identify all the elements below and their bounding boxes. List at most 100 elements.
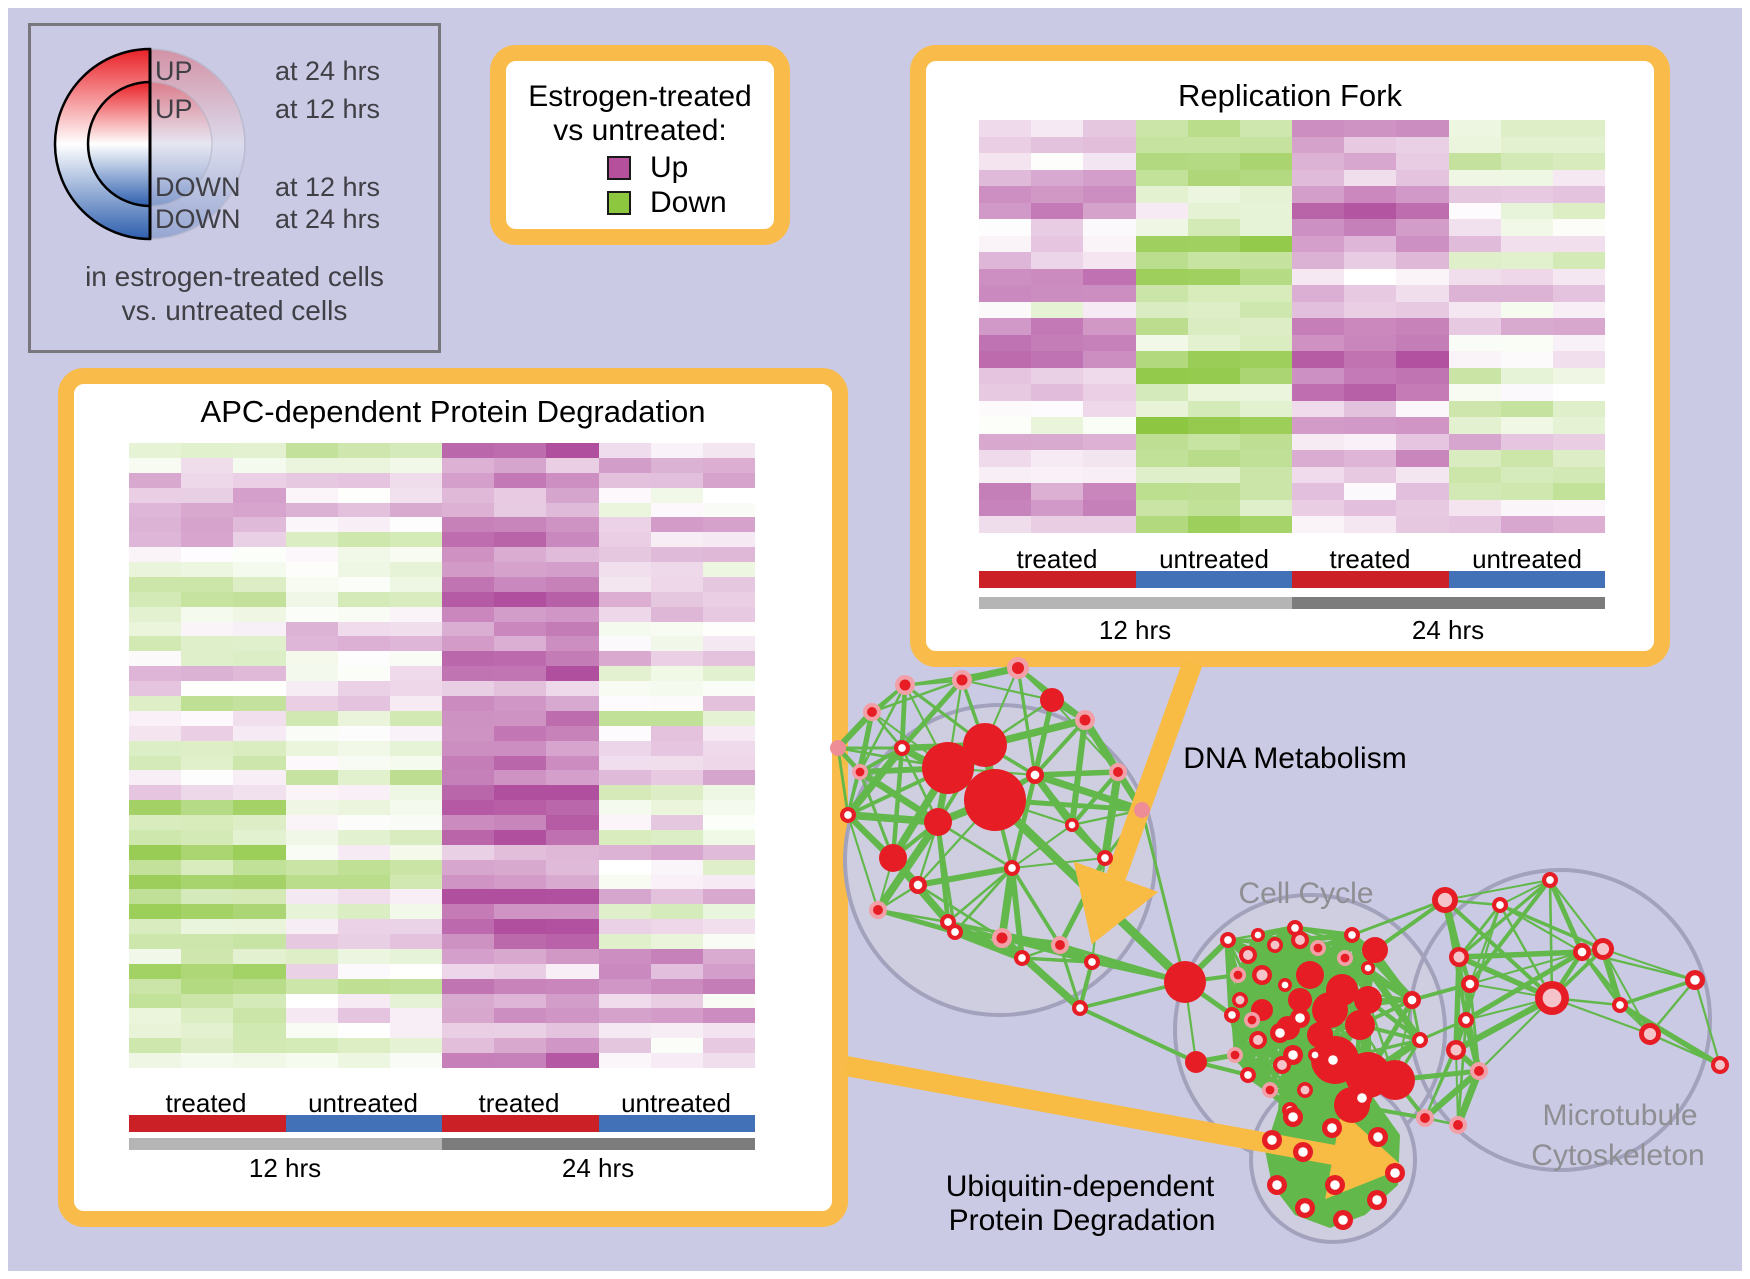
heatmap-cell	[1552, 153, 1605, 170]
heatmap-cell	[650, 770, 703, 786]
heatmap-cell	[389, 695, 442, 711]
network-node-red-ring-pink	[1239, 946, 1257, 964]
network-node-red-ring-white	[1224, 1007, 1240, 1023]
heatmap-cell	[442, 576, 495, 592]
heatmap-cell	[598, 859, 651, 875]
heatmap-cell	[1135, 153, 1188, 170]
heatmap-cell	[546, 666, 599, 682]
heatmap-cell	[129, 740, 182, 756]
heatmap-cell	[1083, 351, 1136, 368]
heatmap-cell	[233, 472, 286, 488]
network-node-red-ring-white	[1283, 1107, 1303, 1127]
heatmap-cell	[702, 695, 755, 711]
heatmap-cell	[1187, 516, 1240, 533]
heatmap-cell	[1552, 516, 1605, 533]
heatmap-cell	[979, 235, 1032, 253]
network-node-pink-ring-red	[1230, 967, 1246, 983]
heatmap-cell	[1292, 136, 1345, 154]
heatmap-cell	[389, 547, 442, 563]
heatmap-cell	[442, 740, 495, 756]
heatmap-cell	[1448, 186, 1501, 203]
heatmap-cell	[233, 532, 286, 548]
heatmap-cell	[494, 948, 547, 964]
heatmap-cell	[1448, 499, 1501, 517]
network-node-red-ring-white	[1325, 1175, 1345, 1195]
heatmap-cell	[650, 844, 703, 860]
heatmap-cell	[1448, 219, 1501, 236]
heatmap-cell	[702, 681, 755, 696]
heatmap-cell	[389, 1008, 442, 1024]
heatmap-cell	[1500, 433, 1553, 451]
heatmap-cell	[285, 710, 338, 726]
heatmap-cell	[1292, 384, 1345, 401]
heatmap-cell	[129, 815, 182, 830]
heatmap-cell	[1552, 252, 1605, 269]
untreated-bar-segment	[1448, 571, 1605, 588]
network-node-red-ring-white	[1220, 932, 1236, 948]
updown-caption-line1: in estrogen-treated cells	[85, 261, 384, 292]
heatmap-cell	[546, 621, 599, 637]
heatmap-cell	[1239, 516, 1292, 533]
heatmap-cell	[1500, 235, 1553, 253]
network-node-pink-ring-red	[1244, 1012, 1260, 1028]
updown-legend-box: UP at 24 hrs UP at 12 hrs DOWN at 12 hrs…	[28, 23, 441, 353]
heatmap-cell	[1135, 400, 1188, 418]
heatmap-cell	[1552, 219, 1605, 236]
heatmap-cell	[337, 800, 390, 816]
heatmap-cell	[546, 859, 599, 875]
heatmap-cell	[337, 487, 390, 503]
heatmap-cell	[1239, 417, 1292, 434]
heatmap-cell	[1396, 153, 1449, 170]
network-edge	[1419, 1018, 1467, 1042]
heatmap-cell	[129, 874, 182, 890]
heatmap-cell	[181, 621, 234, 637]
heatmap-cell	[650, 993, 703, 1009]
heatmap-cell	[598, 666, 651, 682]
heatmap-cell	[1396, 351, 1449, 368]
heatmap-cell	[494, 502, 547, 518]
network-node-pink-ring-red	[1470, 1062, 1488, 1080]
network-node-red-ring-white	[1368, 1127, 1388, 1147]
heatmap-cell	[285, 889, 338, 905]
heatmap-cell	[129, 666, 182, 682]
heatmap-cell	[129, 472, 182, 488]
heatmap-cell	[546, 562, 599, 577]
heatmap-cell	[650, 532, 703, 548]
heatmap-cell	[233, 606, 286, 622]
heatmap-cell	[181, 740, 234, 756]
heatmap-cell	[285, 785, 338, 801]
heatmap-cell	[650, 547, 703, 563]
heatmap-cell	[1552, 499, 1605, 517]
heatmap-cell	[598, 755, 651, 771]
heatmap-cell	[389, 785, 442, 801]
heatmap-cell	[285, 576, 338, 592]
network-edge	[1140, 809, 1187, 983]
heatmap-cell	[337, 1038, 390, 1054]
heatmap-cell	[1187, 450, 1240, 467]
network-edge	[1498, 904, 1554, 999]
heatmap-cell	[233, 1023, 286, 1039]
heatmap-cell	[1292, 516, 1345, 533]
time-label-24hrs: 24 hrs	[561, 1153, 635, 1183]
heatmap-cell	[650, 829, 703, 845]
heatmap-cell	[1239, 351, 1292, 368]
heatmap-cell	[1292, 235, 1345, 253]
heatmap-cell	[598, 889, 651, 905]
network-node-solid-red	[964, 769, 1026, 831]
heatmap-cell	[494, 681, 547, 696]
heatmap-cell	[337, 829, 390, 845]
heatmap-cell	[389, 472, 442, 488]
heatmap-cell	[1031, 384, 1084, 401]
heatmap-cell	[285, 800, 338, 816]
heatmap-cell	[650, 963, 703, 979]
heatmap-cell	[494, 591, 547, 607]
network-edge	[1499, 904, 1583, 953]
heatmap-cell	[1031, 136, 1084, 154]
heatmap-cell	[337, 710, 390, 726]
heatmap-cell	[546, 695, 599, 711]
heatmap-cell	[702, 978, 755, 994]
heatmap-cell	[598, 948, 651, 964]
heatmap-cell	[181, 1023, 234, 1039]
heatmap-cell	[233, 815, 286, 830]
network-node-red-ring-white	[1367, 1190, 1387, 1210]
